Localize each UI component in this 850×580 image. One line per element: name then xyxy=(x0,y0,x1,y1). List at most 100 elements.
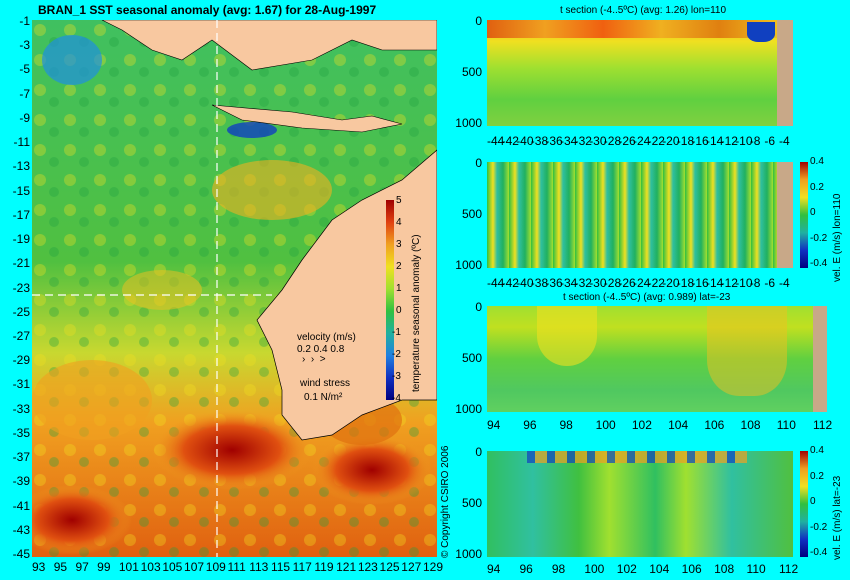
map-y-tick: -39 xyxy=(12,474,30,489)
panel3-x-tick: 112 xyxy=(813,418,833,432)
panel4-colorbar-tick: 0.4 xyxy=(810,445,824,456)
panel2-x-tick: -20 xyxy=(662,276,680,290)
panel1-title: t section (-4..5ºC) (avg: 1.26) lon=110 xyxy=(560,5,727,16)
map-y-tick: -33 xyxy=(12,401,30,416)
map-x-tick: 127 xyxy=(401,560,422,574)
map-x-tick: 125 xyxy=(379,560,400,574)
panel2-x-tick: -44 xyxy=(487,276,505,290)
panel3-x-tick: 106 xyxy=(704,418,725,432)
map-x-tick: 93 xyxy=(32,560,46,574)
panel1-x-tick: -16 xyxy=(691,134,709,148)
panel4-colorbar-tick: 0 xyxy=(810,496,816,507)
panel2-colorbar-tick: 0 xyxy=(810,207,816,218)
panel1-x-axis: -44 -42 -40 -38 -36 -34 -32 -30 -28 -26 -24 -22 -20-… xyxy=(487,134,793,148)
panel4-x-tick: 106 xyxy=(681,562,702,576)
panel1-x-tick: -26 xyxy=(618,134,636,148)
panel1-x-tick: -22 xyxy=(647,134,665,148)
map-y-tick: -41 xyxy=(12,498,30,513)
panel4-x-tick: 110 xyxy=(746,562,766,576)
panel3-y-tick: 500 xyxy=(461,351,482,365)
panel1-y-tick: 500 xyxy=(461,65,482,79)
panel1-x-tick: -28 xyxy=(603,134,622,148)
map-x-tick: 95 xyxy=(53,560,68,574)
panel1-x-tick: -14 xyxy=(706,134,724,148)
panel1-y-tick: 0 xyxy=(475,14,482,28)
panel3-x-tick: 104 xyxy=(668,418,689,432)
main-title: BRAN_1 SST seasonal anomaly (avg: 1.67) … xyxy=(38,3,377,17)
panel3-x-tick: 100 xyxy=(595,418,616,432)
panel3-plot xyxy=(487,306,827,412)
panel1-x-tick: -40 xyxy=(516,134,534,148)
panel2-x-tick: -8 xyxy=(749,276,761,290)
panel1-x-tick: -18 xyxy=(676,134,695,148)
map-x-tick: 129 xyxy=(423,560,444,574)
panel4-x-tick: 102 xyxy=(616,562,637,576)
map-x-tick: 103 xyxy=(140,560,161,574)
panel4-y-tick: 1000 xyxy=(455,547,482,561)
panel3-x-tick: 102 xyxy=(631,418,652,432)
velocity-legend-scale: 0.2 0.4 0.8 xyxy=(297,344,345,355)
map-y-tick: -7 xyxy=(19,86,30,101)
panel4-x-tick: 100 xyxy=(584,562,605,576)
panel1-x-tick: -34 xyxy=(560,134,578,148)
map-x-axis: 93 95 97 99 101 103 105 107 109 111 113 115 117 119 12… xyxy=(32,560,443,578)
panel2-x-tick: -32 xyxy=(574,276,592,290)
panel1-x-tick: -36 xyxy=(545,134,563,148)
map-x-tick: 111 xyxy=(227,560,246,574)
map-y-tick: -17 xyxy=(12,207,30,222)
panel1-y-axis: 0 500 1000 xyxy=(448,14,484,130)
map-y-tick: -21 xyxy=(12,256,30,271)
map-x-tick: 113 xyxy=(249,560,269,574)
panel4-colorbar xyxy=(800,451,808,557)
panel2-x-tick: -4 xyxy=(779,276,790,290)
panel2-colorbar-tick: -0.4 xyxy=(810,258,828,269)
panel2-x-tick: -16 xyxy=(691,276,709,290)
panel1-x-tick: -38 xyxy=(530,134,549,148)
panel2-colorbar-tick: -0.2 xyxy=(810,232,828,244)
map-x-tick: 107 xyxy=(184,560,205,574)
panel1-y-tick: 1000 xyxy=(455,116,482,130)
panel2-colorbar-tick: 0.4 xyxy=(810,156,824,167)
panel3-x-tick: 94 xyxy=(487,418,501,432)
map-x-tick: 105 xyxy=(162,560,183,574)
panel2-x-tick: -12 xyxy=(720,276,738,290)
panel3-title: t section (-4..5ºC) (avg: 0.989) lat=-23 xyxy=(563,292,731,303)
panel2-x-tick: -26 xyxy=(618,276,636,290)
panel2-y-tick: 0 xyxy=(475,156,482,170)
panel1-x-tick: -20 xyxy=(662,134,680,148)
panel2-x-axis: -44 -42 -40 -38 -36 -34 -32 -30 -28 -26 -24 -22 -20-… xyxy=(487,276,793,290)
map-colorbar xyxy=(386,200,394,400)
panel2-x-tick: -28 xyxy=(603,276,622,290)
panel2-x-tick: -6 xyxy=(764,276,776,290)
panel1-x-tick: -8 xyxy=(749,134,761,148)
map-y-tick: -13 xyxy=(12,159,30,174)
map-y-tick: -19 xyxy=(12,232,30,247)
panel3-y-tick: 0 xyxy=(475,300,482,314)
map-y-tick: -27 xyxy=(12,328,30,343)
panel2-x-tick: -38 xyxy=(530,276,549,290)
map-y-tick: -3 xyxy=(19,38,30,53)
panel4-x-tick: 112 xyxy=(779,562,799,576)
map-y-tick: -37 xyxy=(12,450,30,465)
map-y-tick: -31 xyxy=(12,377,30,392)
map-y-axis: -1 -3 -5 -7 -9 -11 -13 -15 -17 -19 -21 -23 -25 -27 -29… xyxy=(0,14,32,561)
map-y-tick: -29 xyxy=(12,353,30,368)
velocity-legend-label: velocity (m/s) xyxy=(297,332,356,343)
panel3-x-tick: 108 xyxy=(740,418,761,432)
panel4-y-tick: 0 xyxy=(475,445,482,459)
panel4-colorbar-ticks: 0.4 0.2 0 -0.2 -0.4 xyxy=(810,445,834,558)
map-y-tick: -43 xyxy=(12,522,30,537)
panel2-colorbar-ticks: 0.4 0.2 0 -0.2 -0.4 xyxy=(810,156,834,269)
panel3-x-tick: 110 xyxy=(776,418,796,432)
panel4-x-tick: 98 xyxy=(551,562,566,576)
sst-map: velocity (m/s) 0.2 0.4 0.8 › › > wind st… xyxy=(32,20,437,557)
map-colorbar-ticks: 5 4 3 2 1 0 -1 -2 -3 -4 xyxy=(392,195,402,404)
panel4-x-tick: 96 xyxy=(519,562,533,576)
map-x-tick: 97 xyxy=(75,560,89,574)
panel4-colorbar-tick: -0.2 xyxy=(810,521,828,533)
panel1-x-tick: -12 xyxy=(720,134,738,148)
panel4-x-tick: 94 xyxy=(487,562,501,576)
panel3-x-axis: 94 96 98 100 102 104 106 108 110 112 xyxy=(487,418,832,432)
panel2-x-tick: -24 xyxy=(633,276,651,290)
panel4-y-axis: 0 500 1000 xyxy=(448,445,484,561)
